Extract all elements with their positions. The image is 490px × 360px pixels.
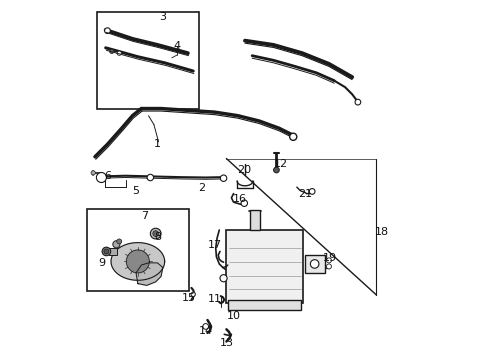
Bar — [87, 209, 189, 291]
Text: 18: 18 — [374, 227, 389, 237]
Circle shape — [326, 258, 331, 263]
Circle shape — [326, 264, 331, 269]
Text: 11: 11 — [208, 294, 221, 303]
Text: 6: 6 — [104, 171, 111, 181]
Text: 2: 2 — [198, 183, 206, 193]
Circle shape — [355, 99, 361, 105]
Bar — [109, 248, 118, 255]
Text: 13: 13 — [220, 338, 233, 347]
Polygon shape — [126, 250, 149, 273]
Circle shape — [153, 231, 159, 237]
Circle shape — [309, 189, 315, 194]
Circle shape — [290, 133, 297, 140]
Text: 16: 16 — [233, 194, 246, 203]
Circle shape — [203, 324, 209, 329]
Circle shape — [113, 241, 120, 248]
Bar — [305, 255, 325, 273]
Text: 8: 8 — [154, 232, 161, 242]
Circle shape — [104, 249, 109, 254]
Bar — [226, 230, 303, 303]
Circle shape — [273, 167, 279, 173]
Circle shape — [220, 275, 227, 282]
Text: 15: 15 — [182, 293, 196, 303]
Circle shape — [147, 174, 153, 181]
Text: 21: 21 — [298, 189, 312, 199]
Text: 7: 7 — [142, 211, 148, 221]
Text: 19: 19 — [323, 253, 337, 263]
Text: 12: 12 — [273, 159, 288, 169]
Circle shape — [110, 49, 114, 54]
Circle shape — [91, 171, 96, 175]
Polygon shape — [111, 243, 165, 280]
Bar — [228, 300, 301, 310]
Bar — [97, 12, 198, 109]
Circle shape — [97, 172, 106, 183]
Circle shape — [104, 28, 110, 33]
Circle shape — [220, 175, 227, 181]
Circle shape — [241, 200, 247, 206]
Text: 20: 20 — [237, 165, 251, 175]
Circle shape — [117, 51, 122, 55]
Text: 1: 1 — [154, 139, 161, 149]
Circle shape — [102, 247, 111, 256]
Polygon shape — [136, 263, 163, 285]
Text: 4: 4 — [173, 41, 181, 51]
Circle shape — [191, 292, 196, 296]
Text: 10: 10 — [227, 311, 241, 321]
Text: 9: 9 — [98, 258, 106, 268]
Text: 17: 17 — [208, 240, 221, 250]
Bar — [250, 210, 260, 230]
Circle shape — [310, 260, 319, 268]
Circle shape — [97, 173, 106, 182]
Text: 5: 5 — [133, 186, 140, 197]
Text: 3: 3 — [159, 13, 166, 22]
Circle shape — [117, 239, 122, 244]
Text: 14: 14 — [198, 326, 213, 336]
Circle shape — [150, 228, 161, 239]
